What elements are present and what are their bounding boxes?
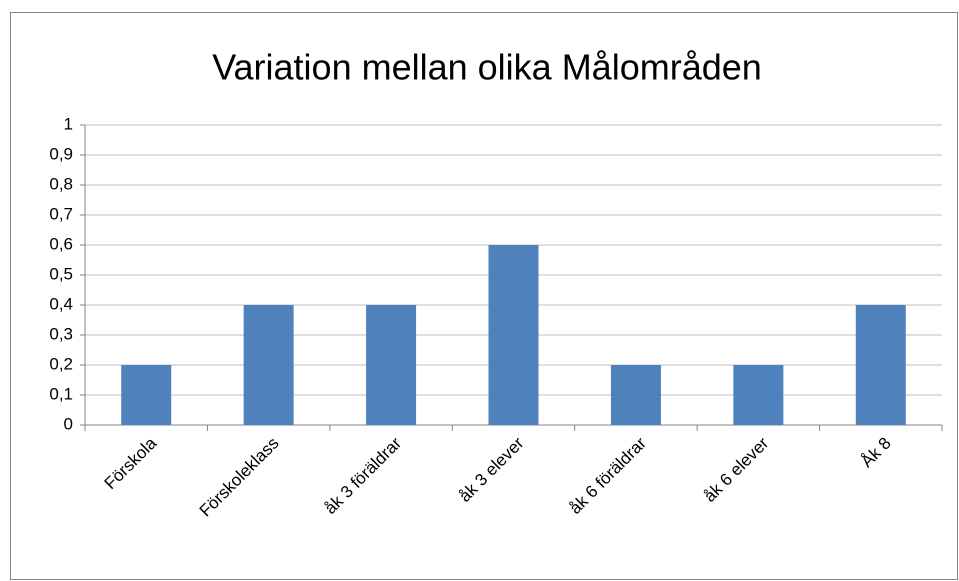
bar — [733, 365, 784, 425]
y-tick-label: 0,8 — [49, 174, 73, 193]
bar — [855, 305, 906, 425]
y-tick-label: 0 — [64, 414, 73, 433]
chart-frame — [10, 12, 958, 580]
bar — [610, 365, 661, 425]
bar — [243, 305, 294, 425]
bar — [366, 305, 417, 425]
y-tick-label: 0,9 — [49, 144, 73, 163]
y-tick-label: 0,4 — [49, 294, 73, 313]
bar — [488, 245, 539, 425]
chart-title: Variation mellan olika Målområden — [212, 47, 762, 88]
y-tick-label: 0,5 — [49, 264, 73, 283]
y-tick-label: 0,7 — [49, 204, 73, 223]
y-tick-label: 0,1 — [49, 384, 73, 403]
bar — [121, 365, 172, 425]
y-tick-label: 0,3 — [49, 324, 73, 343]
y-tick-label: 0,2 — [49, 354, 73, 373]
y-tick-label: 1 — [64, 114, 73, 133]
y-tick-label: 0,6 — [49, 234, 73, 253]
